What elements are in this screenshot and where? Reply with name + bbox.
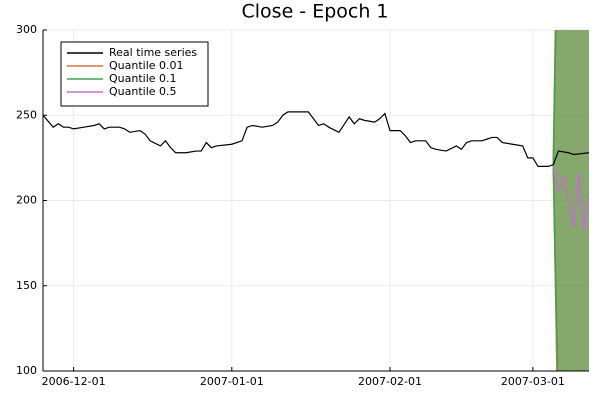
legend-label: Quantile 0.01 — [109, 59, 184, 72]
quantile-edge — [552, 30, 557, 165]
quantile-edge — [552, 164, 559, 371]
x-tick-label: 2007-03-01 — [501, 375, 565, 388]
axes: 100 150 200 250 300 2006-12-01 2007-01-01 2007-… — [16, 23, 589, 388]
x-tick-label: 2007-01-01 — [200, 375, 264, 388]
chart-title: Close - Epoch 1 — [242, 1, 389, 23]
series-line — [552, 166, 589, 232]
quantile-band — [553, 30, 589, 371]
y-tick-label: 250 — [16, 108, 37, 121]
x-tick-label: 2007-02-01 — [358, 375, 422, 388]
y-tick-label: 200 — [16, 194, 37, 207]
series-line — [43, 111, 589, 167]
legend-label: Quantile 0.1 — [109, 72, 177, 85]
legend-label: Real time series — [109, 46, 197, 59]
plot-area — [43, 30, 589, 371]
y-tick-label: 300 — [16, 23, 37, 36]
legend-label: Quantile 0.5 — [109, 85, 177, 98]
x-tick-label: 2006-12-01 — [42, 375, 106, 388]
y-tick-label: 150 — [16, 279, 37, 292]
y-tick-label: 100 — [16, 364, 37, 377]
